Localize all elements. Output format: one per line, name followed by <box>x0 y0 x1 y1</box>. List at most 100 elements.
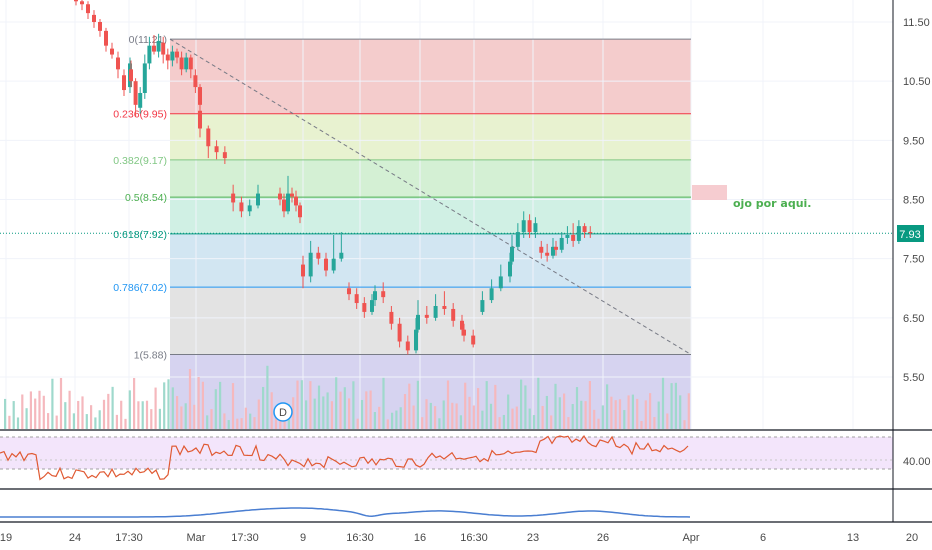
candle-body <box>559 237 564 250</box>
volume-bar <box>618 399 622 429</box>
fib-level-label: 0.236(9.95) <box>113 109 167 121</box>
volume-bar <box>545 395 548 429</box>
candle-body <box>354 294 359 304</box>
volume-bar <box>72 413 75 429</box>
volume-bar <box>335 377 338 429</box>
volume-bar <box>472 405 475 429</box>
time-tick-label: 20 <box>906 532 918 544</box>
oscillator-line <box>0 507 691 518</box>
candle-body <box>588 232 593 234</box>
fibonacci-trendline[interactable] <box>169 38 692 355</box>
volume-bar <box>326 392 329 429</box>
time-tick-label: 16:30 <box>460 532 488 544</box>
candle-body <box>405 341 410 351</box>
volume-bar <box>317 385 321 429</box>
volume-bar <box>674 382 677 429</box>
candle-body <box>347 288 351 295</box>
volume-bar <box>395 410 398 429</box>
fibonacci-levels[interactable]: 0(11.21)0.236(9.95)0.382(9.17)0.5(8.54)0… <box>0 34 893 362</box>
candle-body <box>198 87 202 105</box>
candle-body <box>510 246 514 262</box>
volume-bar <box>25 408 28 429</box>
time-axis[interactable]: 19 24 17:30 Mar 17:30 9 16:30 16 16:30 23 26 Apr 6 13… <box>0 532 918 544</box>
candle-body <box>278 193 282 200</box>
volume-bar <box>532 415 536 429</box>
price-tick-label: 5.50 <box>903 372 924 384</box>
candle-body <box>416 314 420 330</box>
volume-bar <box>171 387 174 429</box>
volume-bar <box>369 390 372 429</box>
price-axis[interactable]: 11.50 10.50 9.50 8.50 7.50 6.50 5.50 40.00 <box>892 0 931 522</box>
volume-bar <box>296 380 299 429</box>
candle-body <box>489 288 494 301</box>
candle-body <box>521 220 526 233</box>
candle-body <box>442 306 447 309</box>
volume-bar <box>115 414 118 429</box>
chart-grid <box>0 0 893 429</box>
fib-level-label: 1(5.88) <box>134 350 167 362</box>
candle-body <box>222 152 227 159</box>
volume-bar <box>679 395 682 429</box>
volume-bar <box>98 410 101 429</box>
volume-bar <box>485 381 488 429</box>
time-tick-label: 24 <box>69 532 81 544</box>
volume-bar <box>477 388 480 429</box>
volume-bar <box>253 417 256 429</box>
fib-zone <box>170 197 691 234</box>
volume-bar <box>55 415 58 429</box>
volume-bar <box>102 399 106 429</box>
candle-body <box>389 311 394 324</box>
volume-bar <box>128 390 131 429</box>
fib-zone <box>170 113 691 160</box>
volume-bar <box>339 391 342 429</box>
time-tick-label: 13 <box>847 532 859 544</box>
annotation-text[interactable]: ojo por aqui. <box>733 197 811 210</box>
candle-body <box>247 205 252 212</box>
event-marker-label: D <box>279 407 287 419</box>
candle-body <box>539 246 544 253</box>
candle-body <box>122 75 126 91</box>
volume-bar <box>670 383 673 429</box>
volume-bar <box>683 420 686 429</box>
volume-bar <box>214 389 217 429</box>
volume-bar <box>322 396 325 429</box>
price-tick-label: 6.50 <box>903 313 924 325</box>
volume-bar <box>687 393 690 429</box>
rsi-indicator-pane <box>0 429 932 490</box>
fibonacci-zones <box>170 39 691 429</box>
volume-bar <box>206 415 209 429</box>
volume-bar <box>567 417 570 429</box>
volume-bar <box>201 381 204 429</box>
volume-bar <box>348 398 351 429</box>
volume-bar <box>511 408 514 429</box>
candle-body <box>198 110 202 129</box>
volume-bar <box>610 396 613 429</box>
volume-bar <box>352 381 355 429</box>
candle-body <box>414 329 418 351</box>
volume-bar <box>636 398 639 429</box>
time-tick-label: 16:30 <box>346 532 374 544</box>
candle-body <box>424 314 429 318</box>
volume-bar <box>227 420 230 429</box>
candle-body <box>184 57 189 70</box>
time-tick-label: 26 <box>597 532 609 544</box>
annotation-highlight-box[interactable] <box>692 185 727 200</box>
volume-bar <box>412 405 415 429</box>
volume-bar <box>51 378 54 429</box>
volume-bar <box>468 396 471 429</box>
volume-bar <box>657 401 660 429</box>
volume-bar <box>12 401 15 429</box>
volume-bar <box>124 418 127 429</box>
volume-bar <box>283 419 286 429</box>
candle-body <box>165 54 170 61</box>
candle-body <box>554 246 558 250</box>
candle-body <box>381 291 386 298</box>
candle-body <box>74 0 78 2</box>
candle-body <box>161 42 166 55</box>
price-tick-label: 8.50 <box>903 195 924 207</box>
volume-bar <box>606 384 609 429</box>
volume-bar <box>446 380 450 429</box>
event-marker[interactable]: D <box>273 402 293 422</box>
volume-bar <box>524 385 527 429</box>
